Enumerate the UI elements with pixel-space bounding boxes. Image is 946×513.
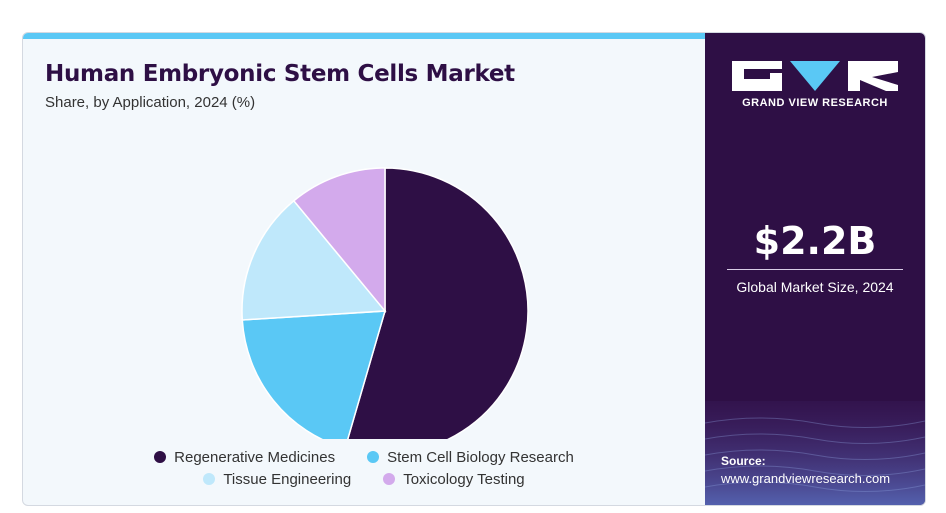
- wave-pattern: [705, 401, 925, 505]
- source-label: Source:: [721, 454, 766, 468]
- pie-slice-tissue-engineering: [241, 199, 387, 321]
- pie-chart: [241, 167, 529, 439]
- legend-item-regenerative-medicines: Regenerative Medicines: [154, 449, 335, 466]
- pie-slice-toxicology-testing: [292, 167, 386, 314]
- source-link[interactable]: www.grandviewresearch.com: [721, 471, 891, 486]
- legend-label: Tissue Engineering: [223, 470, 352, 488]
- chart-subtitle: Share, by Application, 2024 (%): [45, 94, 256, 111]
- legend-item-tissue-engineering: Tissue Engineering: [203, 471, 351, 488]
- pie-slice-regenerative-medicines: [347, 167, 529, 439]
- market-size-value: $2.2B: [753, 219, 877, 263]
- legend-label: Stem Cell Biology Research: [387, 448, 574, 466]
- legend-marker: [367, 451, 380, 463]
- legend: Regenerative Medicines Stem Cell Biology…: [23, 446, 705, 490]
- chart-panel: Human Embryonic Stem Cells Market Share,…: [23, 39, 705, 505]
- legend-item-stem-cell-biology-research: Stem Cell Biology Research: [367, 449, 574, 466]
- market-size-label: Global Market Size, 2024: [736, 279, 894, 295]
- legend-row: Tissue Engineering Toxicology Testing: [23, 468, 705, 490]
- legend-label: Regenerative Medicines: [174, 448, 336, 466]
- pie-slice-stem-cell-biology-research: [241, 310, 387, 439]
- legend-row: Regenerative Medicines Stem Cell Biology…: [23, 446, 705, 468]
- accent-bar: [23, 33, 705, 39]
- legend-marker: [383, 473, 396, 485]
- legend-item-toxicology-testing: Toxicology Testing: [383, 470, 525, 488]
- chart-title: Human Embryonic Stem Cells Market: [45, 61, 515, 87]
- brand-logo: [732, 61, 898, 91]
- chart-card: Human Embryonic Stem Cells Market Share,…: [22, 32, 926, 506]
- legend-label: Toxicology Testing: [403, 470, 525, 488]
- brand-name: GRAND VIEW RESEARCH: [742, 97, 888, 109]
- divider: [727, 269, 903, 270]
- info-panel: GRAND VIEW RESEARCH $2.2B Global Market …: [705, 33, 925, 505]
- legend-marker: [203, 473, 216, 485]
- legend-marker: [154, 451, 167, 463]
